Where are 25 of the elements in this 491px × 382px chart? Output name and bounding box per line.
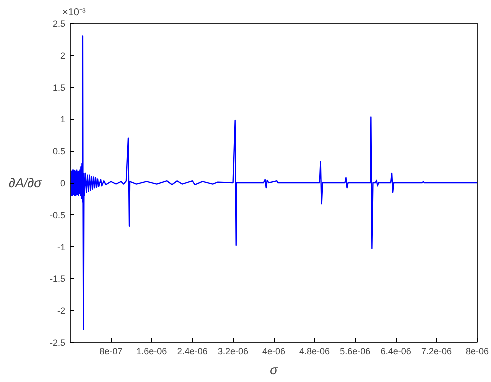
x-tick-label: 1.6e-06 (136, 346, 168, 356)
y-tick-label: -2 (58, 306, 66, 316)
y-tick-label: 0.5 (52, 146, 66, 157)
x-tick-label: 3.2e-06 (218, 346, 249, 356)
y-tick-label: 0 (60, 178, 66, 188)
y-tick-label: -1.5 (50, 274, 66, 284)
text: ×10⁻³ (62, 8, 86, 18)
x-tick-label: 8e-07 (100, 346, 123, 356)
y-tick-label: 2.5 (52, 19, 66, 29)
x-tick-label: 2.4e-06 (177, 346, 208, 356)
x-tick-label: 5.6e-06 (340, 346, 371, 356)
y-tick-label: -2.5 (50, 338, 66, 348)
x-tick-label: 7.2e-06 (422, 346, 452, 356)
x-tick-label: 8e-06 (466, 346, 490, 356)
x-tick-label: 4.8e-06 (299, 346, 330, 356)
y-tick-label: -0.5 (50, 210, 66, 220)
y-tick-label: -1 (58, 242, 66, 252)
y-axis-title: ∂A/∂σ (9, 176, 44, 190)
y-tick-label: 1.5 (52, 82, 66, 93)
y-tick-label: 1 (60, 114, 66, 125)
line-series (70, 36, 478, 330)
x-tick-label: 6.4e-06 (380, 346, 412, 356)
x-axis-title: σ (270, 362, 280, 378)
x-tick-label: 4e-06 (262, 346, 286, 356)
y-tick-label: 2 (60, 50, 66, 61)
